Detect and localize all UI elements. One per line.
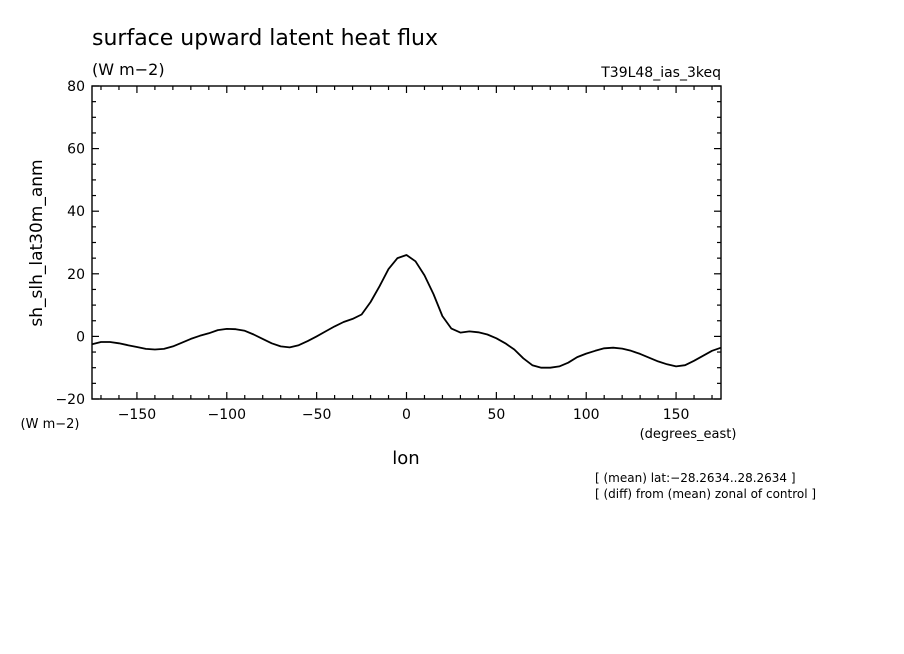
y-tick-label: 40 xyxy=(67,204,85,220)
plot-frame xyxy=(91,85,722,400)
x-tick-labels: −150 −100 −50 0 50 100 150 xyxy=(118,407,690,423)
y-tick-label: 20 xyxy=(67,267,85,283)
y-axis-label: sh_slh_lat30m_anm xyxy=(27,159,47,326)
note-latitude-range: [ (mean) lat:−28.2634..28.2634 ] xyxy=(595,471,796,485)
x-tick-label: −150 xyxy=(118,407,156,423)
y-tick-labels: −20 0 20 40 60 80 xyxy=(55,79,85,408)
note-diff-from-control: [ (diff) from (mean) zonal of control ] xyxy=(595,487,816,501)
plot-area xyxy=(91,85,722,400)
y-tick-label: 80 xyxy=(67,79,85,95)
x-units-label: (degrees_east) xyxy=(640,427,737,442)
y-tick-label: −20 xyxy=(55,392,85,408)
title-units: (W m−2) xyxy=(92,60,165,79)
run-label: T39L48_ias_3keq xyxy=(600,65,721,81)
chart-title: surface upward latent heat flux xyxy=(92,26,438,51)
x-tick-label: −50 xyxy=(302,407,332,423)
x-axis-label: lon xyxy=(392,448,419,469)
series-line xyxy=(91,254,722,369)
axis-ticks xyxy=(92,85,721,400)
y-tick-label: 60 xyxy=(67,142,85,158)
x-tick-label: 150 xyxy=(663,407,690,423)
x-tick-label: 50 xyxy=(487,407,505,423)
x-tick-label: 0 xyxy=(402,407,411,423)
x-tick-label: 100 xyxy=(573,407,600,423)
y-tick-label: 0 xyxy=(76,329,85,345)
x-tick-label: −100 xyxy=(208,407,246,423)
y-units-label: (W m−2) xyxy=(21,417,80,432)
